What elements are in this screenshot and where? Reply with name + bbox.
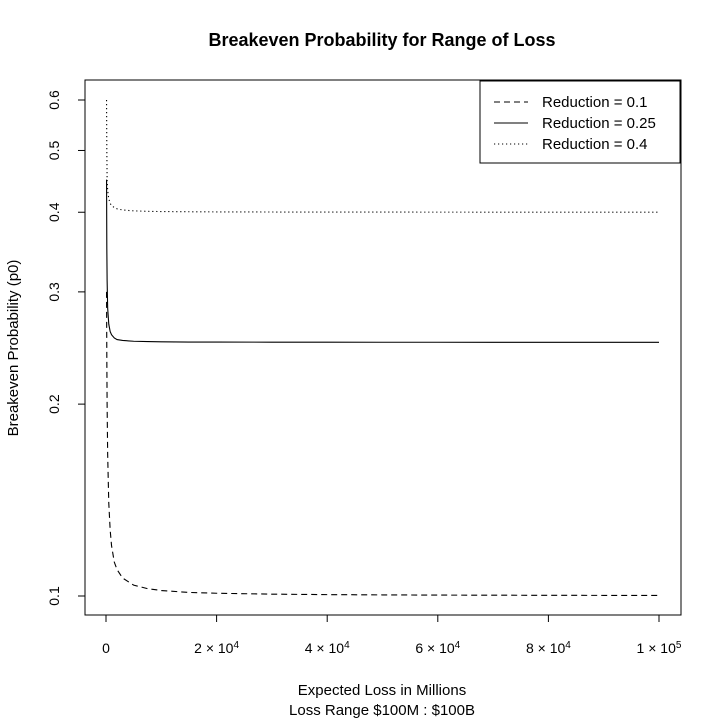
y-axis: 0.1 0.2 0.3 0.4 0.5 0.6 <box>46 90 86 606</box>
series-line-dashed <box>106 291 660 596</box>
y-tick-label: 0.2 <box>46 394 62 414</box>
x-tick-label: 4 × 104 <box>305 640 350 657</box>
series-line-dotted <box>106 99 659 213</box>
x-tick-label: 2 × 104 <box>194 640 239 657</box>
y-tick-label: 0.5 <box>46 141 62 161</box>
x-tick-label: 8 × 104 <box>526 640 571 657</box>
legend: Reduction = 0.1 Reduction = 0.25 Reduction… <box>479 80 681 164</box>
x-axis-sublabel: Loss Range $100M : $100B <box>289 702 475 718</box>
x-tick-label: 6 × 104 <box>415 640 460 657</box>
series-line-solid <box>106 179 660 343</box>
y-tick-label: 0.3 <box>46 282 62 302</box>
x-tick-label: 1 × 105 <box>637 640 682 657</box>
chart-title: Breakeven Probability for Range of Loss <box>208 30 555 50</box>
x-axis: 0 2 × 104 4 × 104 6 × 104 8 × 104 1 × 105 <box>102 614 682 657</box>
legend-label: Reduction = 0.4 <box>542 136 648 153</box>
legend-box <box>479 80 681 164</box>
legend-label: Reduction = 0.1 <box>542 94 648 111</box>
y-tick-label: 0.1 <box>46 586 62 606</box>
y-tick-label: 0.6 <box>46 90 62 110</box>
y-axis-label: Breakeven Probability (p0) <box>5 260 22 437</box>
x-tick-label: 0 <box>102 640 110 656</box>
y-tick-label: 0.4 <box>46 202 62 222</box>
series-layer <box>106 99 660 596</box>
legend-label: Reduction = 0.25 <box>542 115 656 132</box>
x-axis-label: Expected Loss in Millions <box>298 682 466 699</box>
